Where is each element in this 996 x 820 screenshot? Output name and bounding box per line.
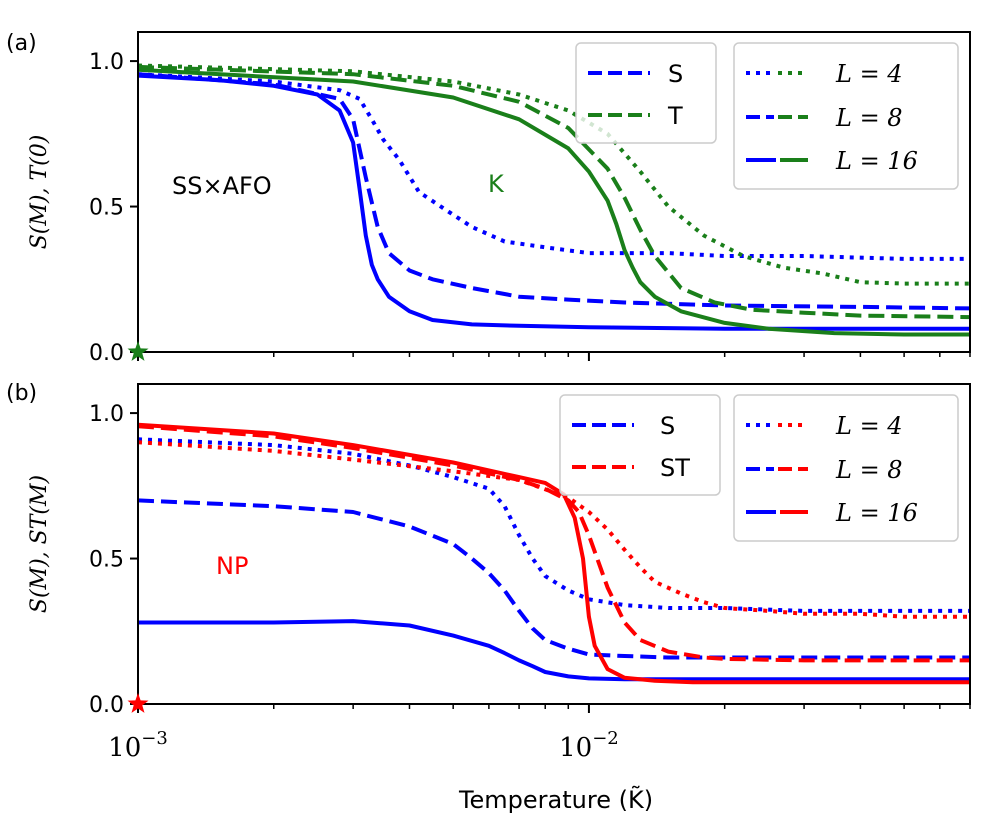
- x-ticks-b: [137, 704, 971, 713]
- series-a-t-l-16: [138, 67, 970, 337]
- axes-frame-b: [137, 383, 971, 705]
- x-tick-labels: 10−3 10−2: [108, 728, 619, 763]
- y-tick-label-a-2: 1.0: [89, 50, 124, 75]
- series-group-a: [138, 63, 970, 337]
- legend-label-l4-a: L = 4: [835, 60, 903, 88]
- legend-label-s-a: S: [668, 60, 683, 88]
- legend-label-t-a: T: [667, 102, 683, 130]
- panel-b: (b) S(M), ST(M) 0.0 0.5 1.0 NP S ST L = 4 …: [6, 381, 971, 718]
- x-axis-label: Temperature (K̃): [458, 786, 653, 814]
- legend-quantity-b: S ST: [559, 394, 721, 496]
- annotation-k: K: [488, 170, 505, 198]
- legend-label-l8-b: L = 8: [835, 456, 903, 484]
- series-b-st-l-16: [138, 422, 970, 685]
- legend-label-s-b: S: [660, 412, 675, 440]
- series-b-s-l-16: [138, 619, 970, 682]
- legend-size-a: L = 4 L = 8 L = 16: [733, 42, 959, 190]
- y-axis-label-b: S(M), ST(M): [27, 475, 52, 613]
- x-ticks-a: [137, 352, 971, 361]
- series-a-t-l-8: [138, 64, 970, 320]
- star-b: [127, 693, 149, 713]
- star-a: [127, 341, 149, 361]
- axes-frame-a: [137, 31, 971, 353]
- annotation-np: NP: [216, 552, 248, 580]
- y-tick-label-b-0: 0.0: [89, 693, 124, 718]
- y-tick-label-b-1: 0.5: [89, 548, 124, 573]
- series-b-st-l-4: [138, 440, 970, 619]
- y-tick-label-b-2: 1.0: [89, 402, 124, 427]
- legend-label-l16-a: L = 16: [835, 147, 918, 175]
- series-b-s-l-8: [138, 498, 970, 660]
- series-a-s-l-8: [138, 72, 970, 311]
- series-a-t-l-4: [138, 63, 970, 286]
- legend-label-l8-a: L = 8: [835, 104, 903, 132]
- panel-a: (a) S(M), T(0) 0.0 0.5 1.0 SS×AFO K S T L …: [6, 31, 971, 366]
- legend-quantity-a: S T: [575, 42, 717, 144]
- legend-label-st-b: ST: [660, 454, 690, 482]
- series-a-s-l-4: [138, 72, 970, 261]
- y-ticks-a: 0.0 0.5 1.0: [89, 50, 138, 366]
- x-tick-label-1: 10−2: [559, 728, 619, 763]
- series-group-b: [138, 422, 970, 685]
- series-a-s-l-16: [138, 73, 970, 331]
- y-tick-label-a-1: 0.5: [89, 196, 124, 221]
- legend-size-b: L = 4 L = 8 L = 16: [733, 394, 959, 542]
- y-ticks-b: 0.0 0.5 1.0: [89, 402, 138, 718]
- series-b-st-l-8: [138, 424, 970, 663]
- star-marker-b: [127, 693, 149, 713]
- annotation-ss-afo: SS×AFO: [172, 172, 272, 200]
- y-tick-label-a-0: 0.0: [89, 341, 124, 366]
- panel-label-a: (a): [6, 31, 37, 56]
- x-tick-label-0: 10−3: [108, 728, 168, 763]
- y-axis-label-a: S(M), T(0): [27, 135, 52, 250]
- panel-label-b: (b): [6, 381, 37, 406]
- legend-label-l16-b: L = 16: [835, 499, 918, 527]
- star-marker-a: [127, 341, 149, 361]
- legend-label-l4-b: L = 4: [835, 412, 903, 440]
